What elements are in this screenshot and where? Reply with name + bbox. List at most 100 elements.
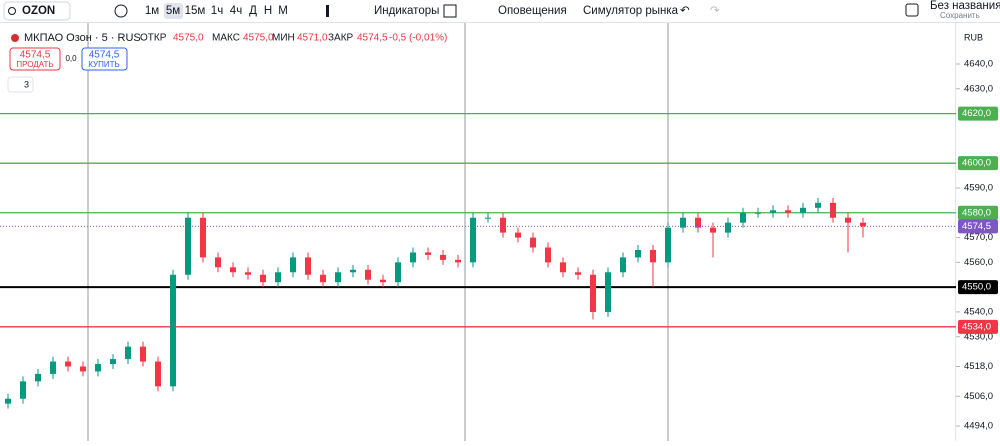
candle-body bbox=[500, 217, 506, 233]
y-tick-label: 4570,0 bbox=[964, 232, 993, 243]
toolbar-bg bbox=[0, 0, 1000, 22]
y-tick-label: 4518,0 bbox=[964, 361, 993, 372]
candle-body bbox=[545, 247, 551, 263]
level-label: 4534,0 bbox=[962, 321, 991, 332]
candle-body bbox=[35, 373, 41, 382]
redo[interactable]: ↷ bbox=[710, 5, 720, 17]
interval[interactable]: М bbox=[278, 5, 288, 17]
interval[interactable]: 5м bbox=[166, 5, 180, 17]
legend: МКПАО Озон · 5 · RUS ОТКР 4575,0 МАКС 45… bbox=[7, 32, 983, 93]
candle-body bbox=[695, 217, 701, 228]
candle-body bbox=[350, 269, 356, 273]
save-status: Сохранить bbox=[940, 11, 980, 20]
candle-body bbox=[380, 279, 386, 283]
candle-body bbox=[245, 272, 251, 275]
buy-price[interactable]: 4574,5 bbox=[89, 50, 120, 61]
sell-label[interactable]: ПРОДАТЬ bbox=[16, 60, 53, 69]
interval[interactable]: Н bbox=[264, 5, 272, 17]
level-label-bg bbox=[958, 156, 998, 171]
candle-body bbox=[290, 257, 296, 273]
level-label: 4550,0 bbox=[962, 282, 991, 293]
ohlc-label: ОТКР bbox=[140, 33, 167, 44]
candle-body bbox=[785, 210, 791, 213]
candle-body bbox=[755, 212, 761, 214]
indicators[interactable]: Индикаторы bbox=[374, 5, 439, 17]
candle-body bbox=[740, 212, 746, 223]
sell-price[interactable]: 4574,5 bbox=[20, 50, 51, 61]
candle-body bbox=[215, 257, 221, 268]
y-tick-label: 4640,0 bbox=[964, 59, 993, 70]
indicators-toggle[interactable] bbox=[7, 76, 34, 93]
candle-body bbox=[20, 381, 26, 399]
legend-title: МКПАО Озон · 5 · RUS bbox=[24, 32, 141, 44]
candle-body bbox=[5, 398, 11, 404]
level-label-bg bbox=[958, 106, 998, 121]
candle-body bbox=[80, 366, 86, 372]
candle-body bbox=[170, 274, 176, 387]
candle-body bbox=[650, 249, 656, 263]
candle-body bbox=[185, 217, 191, 275]
search-icon bbox=[8, 7, 16, 15]
interval[interactable]: Д bbox=[249, 5, 257, 17]
templates-icon[interactable] bbox=[443, 4, 457, 18]
candle-body bbox=[860, 222, 866, 227]
candle-body bbox=[800, 207, 806, 213]
interval[interactable]: 1ч bbox=[211, 5, 223, 17]
ohlc-value: 4571,0 bbox=[297, 33, 328, 44]
layout-icon[interactable] bbox=[905, 3, 919, 17]
candle-body bbox=[65, 361, 71, 367]
level-label: 4580,0 bbox=[962, 207, 991, 218]
candle-body bbox=[830, 202, 836, 218]
ohlc-value: 4574,5 bbox=[357, 33, 388, 44]
candle-body bbox=[140, 346, 146, 362]
last-price-bg bbox=[958, 219, 998, 234]
candle-body bbox=[200, 217, 206, 258]
spread: 0,0 bbox=[65, 54, 77, 63]
buy-label[interactable]: КУПИТЬ bbox=[88, 60, 119, 69]
ohlc-value: 4575,0 bbox=[173, 33, 204, 44]
candle-body bbox=[515, 232, 521, 238]
candle-body bbox=[260, 274, 266, 283]
undo[interactable]: ↶ bbox=[680, 5, 690, 17]
change: -0,5 (-0,01%) bbox=[389, 33, 447, 44]
interval[interactable]: 15м bbox=[185, 5, 206, 17]
level-label-bg bbox=[958, 280, 998, 295]
buy-button[interactable] bbox=[81, 47, 128, 71]
candle-body bbox=[530, 237, 536, 248]
ohlc-label: МИН bbox=[272, 33, 295, 44]
candle-body bbox=[275, 272, 281, 283]
layout-name[interactable]: Без названия bbox=[930, 0, 1000, 12]
ohlc-label: МАКС bbox=[212, 33, 240, 44]
candle-body bbox=[815, 202, 821, 208]
replay[interactable]: Симулятор рынка bbox=[583, 5, 679, 17]
currency[interactable]: RUB bbox=[964, 32, 983, 42]
level-label: 4600,0 bbox=[962, 158, 991, 169]
candle-body bbox=[425, 252, 431, 255]
add-icon[interactable] bbox=[114, 4, 128, 18]
candle-body bbox=[560, 262, 566, 273]
candle-body bbox=[305, 257, 311, 275]
y-tick-label: 4530,0 bbox=[964, 331, 993, 342]
candle-body bbox=[710, 227, 716, 233]
candle-body bbox=[665, 227, 671, 263]
symbol-box[interactable] bbox=[3, 1, 71, 21]
alerts[interactable]: Оповещения bbox=[498, 5, 567, 17]
y-tick-label: 4630,0 bbox=[964, 83, 993, 94]
y-tick-label: 4540,0 bbox=[964, 306, 993, 317]
y-tick-label: 4560,0 bbox=[964, 257, 993, 268]
candle-body bbox=[230, 267, 236, 273]
interval[interactable]: 1м bbox=[145, 5, 159, 17]
sell-button[interactable] bbox=[9, 47, 61, 71]
symbol[interactable]: OZON bbox=[22, 5, 55, 17]
interval[interactable]: 4ч bbox=[230, 5, 242, 17]
candle-body bbox=[440, 254, 446, 260]
indicators-count[interactable]: 3 bbox=[24, 79, 29, 89]
candle-body bbox=[770, 210, 776, 213]
ohlc-value: 4575,0 bbox=[243, 33, 274, 44]
candles-icon[interactable] bbox=[326, 5, 329, 17]
level-label-bg bbox=[958, 319, 998, 334]
candle-body bbox=[335, 272, 341, 283]
candle-body bbox=[725, 222, 731, 233]
candle-body bbox=[155, 361, 161, 387]
